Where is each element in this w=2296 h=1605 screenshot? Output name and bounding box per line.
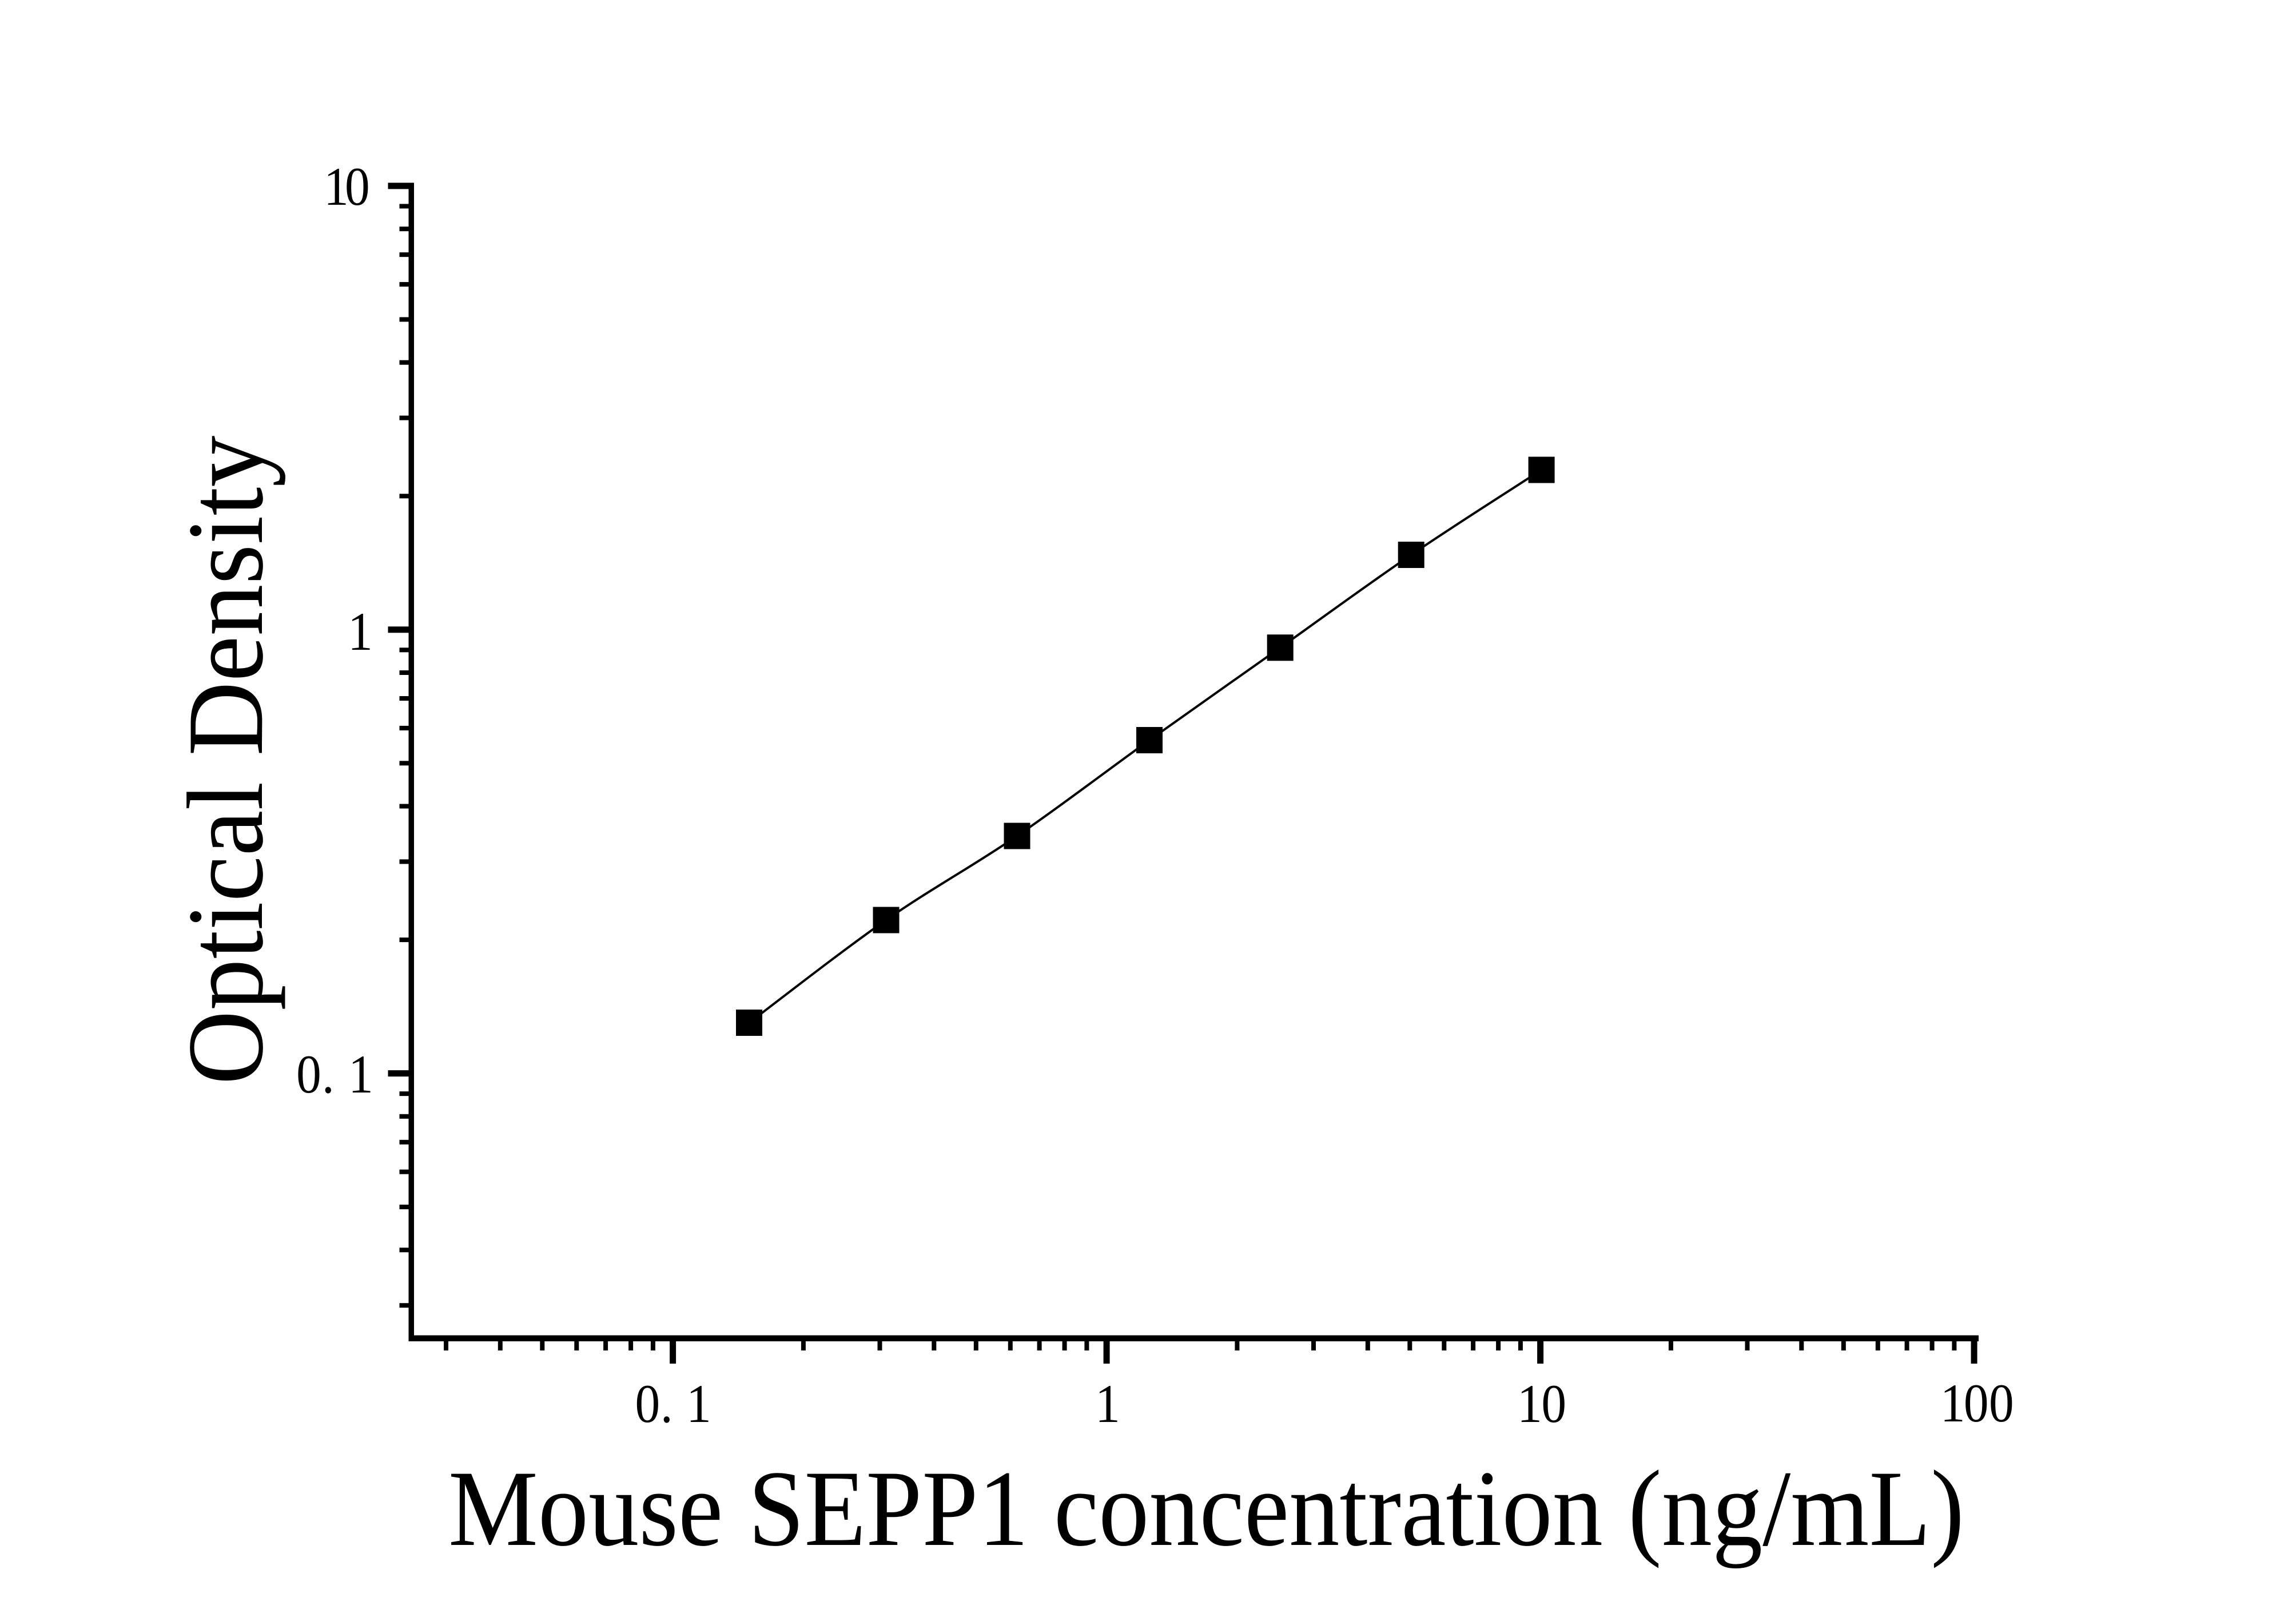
svg-text:0.1: 0. 1 [635,1374,711,1434]
svg-text:10: 10 [1517,1374,1566,1434]
svg-text:Mouse SEPP1 concentration (ng/: Mouse SEPP1 concentration (ng/mL) [448,1449,1964,1569]
svg-text:1: 1 [1095,1374,1120,1434]
svg-text:Optical Density: Optical Density [166,436,286,1085]
svg-text:1: 1 [348,602,373,662]
svg-text:10: 10 [324,157,370,217]
svg-text:100: 100 [1940,1373,2014,1433]
svg-text:0.1: 0. 1 [296,1044,373,1105]
